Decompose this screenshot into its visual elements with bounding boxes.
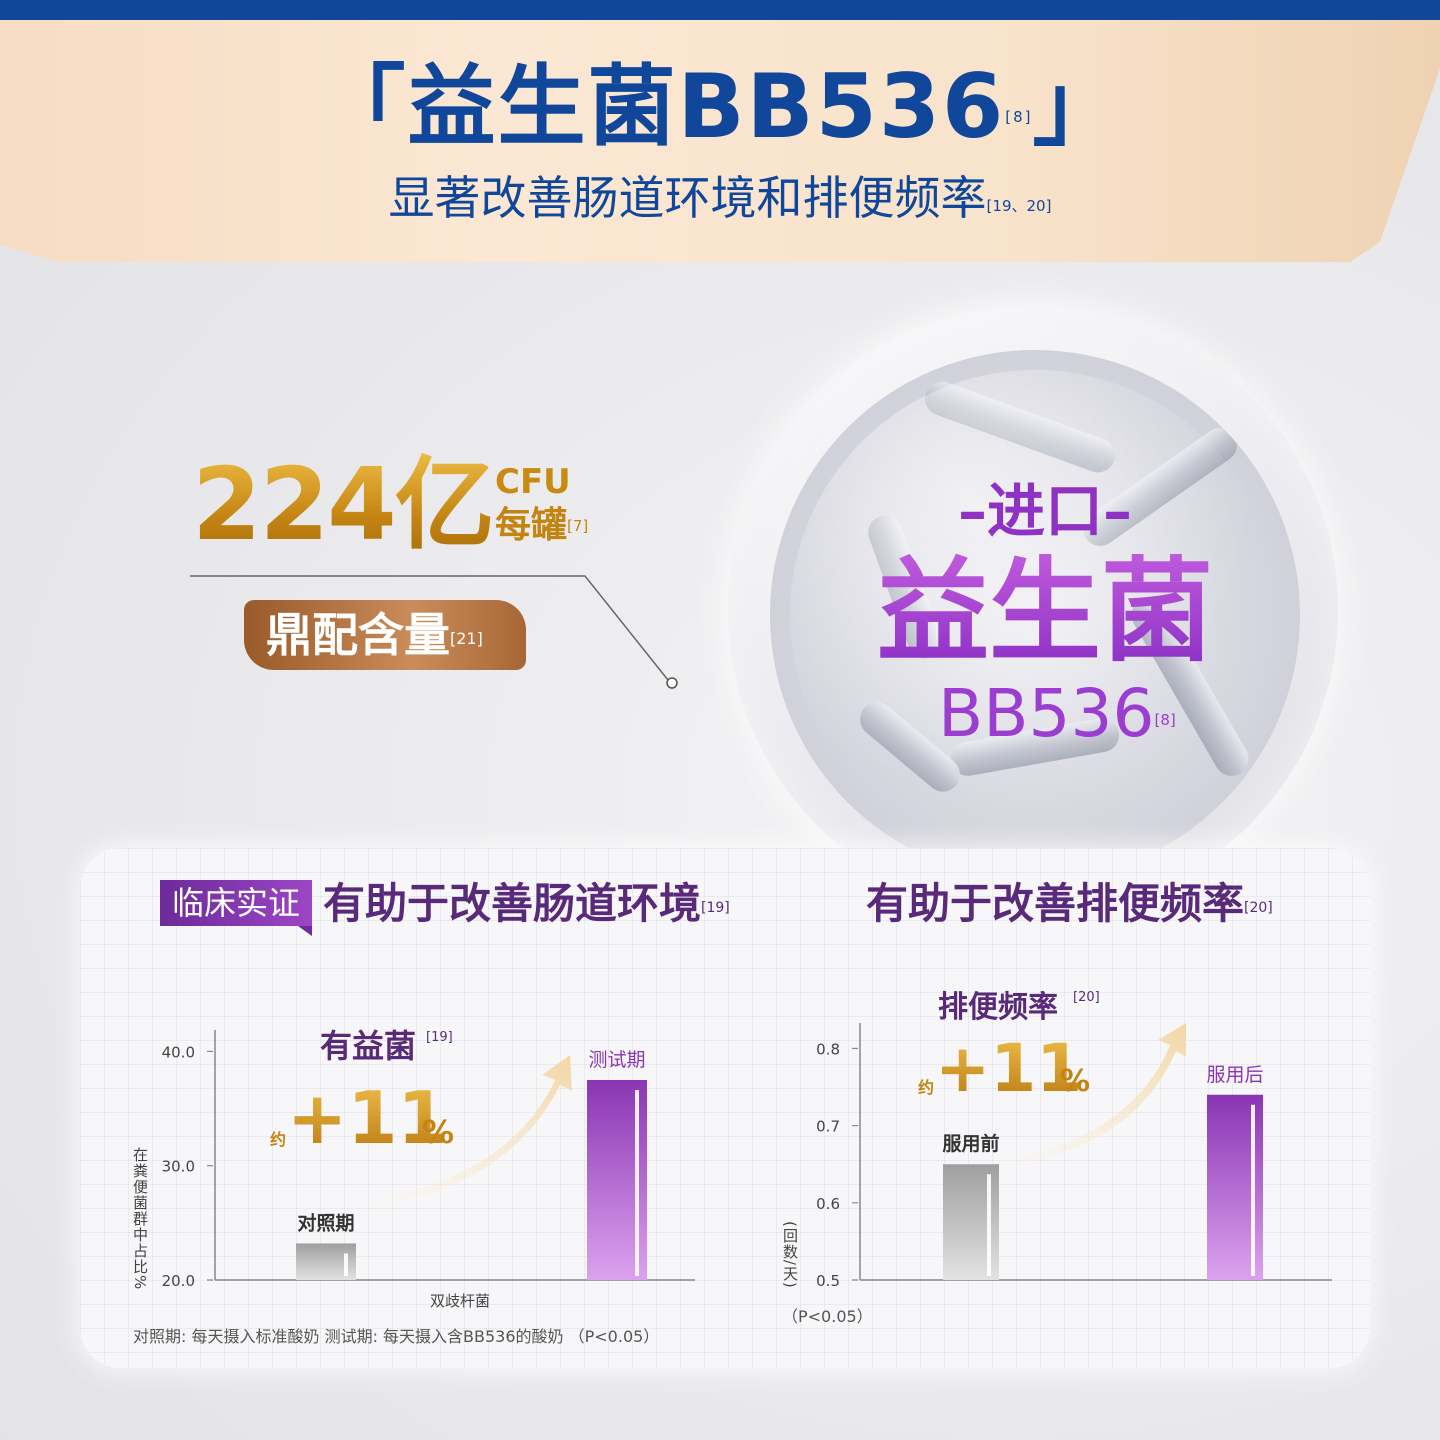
page-title: 「益生菌BB536[8]」	[317, 55, 1123, 158]
y-axis-label: 在粪便菌群中占比%	[131, 1147, 149, 1290]
category-label: 测试期	[588, 1049, 645, 1071]
sphere-highlight	[790, 370, 1280, 860]
growth-arrow	[1000, 1023, 1186, 1165]
annotation-unit: %	[422, 1113, 454, 1151]
y-axis-label: (回数/天)	[781, 1221, 799, 1289]
annotation-approx: 约	[918, 1078, 934, 1097]
clinical-panel	[80, 848, 1370, 1368]
category-label: 服用后	[1206, 1064, 1263, 1086]
annotation-approx: 约	[270, 1130, 286, 1149]
imported-label: –进口–	[957, 477, 1132, 545]
y-tick-label: 0.7	[816, 1118, 840, 1136]
category-label: 对照期	[297, 1211, 354, 1234]
bar-highlight	[987, 1174, 991, 1276]
annotation-ref: [19]	[426, 1030, 453, 1045]
y-tick-label: 0.5	[816, 1272, 840, 1290]
header-banner	[0, 20, 1440, 262]
cfu-per-can: 每罐[7]	[495, 505, 589, 546]
annotation-change: +11	[935, 1030, 1082, 1107]
page-subtitle: 显著改善肠道环境和排便频率[19、20]	[388, 171, 1052, 225]
leader-line	[190, 575, 678, 689]
y-tick-label: 30.0	[162, 1158, 195, 1176]
category-label: 服用前	[942, 1132, 999, 1155]
footnote-right: （P<0.05）	[782, 1307, 873, 1326]
clinical-tag-notch	[298, 926, 312, 936]
annotation-label: 有益菌	[320, 1027, 416, 1065]
top-bar	[0, 0, 1440, 20]
annotation-change: +11	[287, 1076, 448, 1160]
bar-highlight	[344, 1253, 348, 1276]
bar-highlight	[635, 1090, 639, 1276]
x-axis-label: 双歧杆菌	[430, 1292, 490, 1310]
cfu-unit: CFU	[495, 462, 571, 502]
probiotic-name: 益生菌	[877, 547, 1213, 677]
bowel-frequency-chart: 0.5 0.6 0.7 0.8 (回数/天) 服用前 服用后 排便频率 [20] 约 +1…	[781, 990, 1332, 1290]
dosage-badge: 鼎配含量[21]	[244, 600, 526, 670]
clinical-tag: 临床实证	[160, 880, 312, 926]
growth-arrow	[370, 1055, 572, 1205]
y-tick-label: 40.0	[162, 1043, 195, 1061]
y-tick-label: 0.6	[816, 1195, 840, 1213]
annotation-ref: [20]	[1073, 990, 1100, 1005]
annotation-label: 排便频率	[938, 990, 1058, 1025]
bar-highlight	[1251, 1104, 1255, 1276]
chart-left-title: 有助于改善肠道环境[19]	[323, 879, 730, 928]
footnote-left: 对照期: 每天摄入标准酸奶 测试期: 每天摄入含BB536的酸奶 （P<0.05…	[133, 1327, 660, 1346]
cfu-amount: 224亿	[192, 446, 495, 563]
gut-environment-chart: 20.0 30.0 40.0 在粪便菌群中占比% 双歧杆菌 对照期 测试期 有益菌 [19…	[131, 1027, 695, 1310]
annotation-unit: %	[1060, 1064, 1090, 1099]
strain-name: BB536[8]	[938, 675, 1176, 752]
y-tick-label: 20.0	[162, 1272, 195, 1290]
y-tick-label: 0.8	[816, 1040, 840, 1058]
chart-right-title: 有助于改善排便频率[20]	[866, 879, 1273, 928]
